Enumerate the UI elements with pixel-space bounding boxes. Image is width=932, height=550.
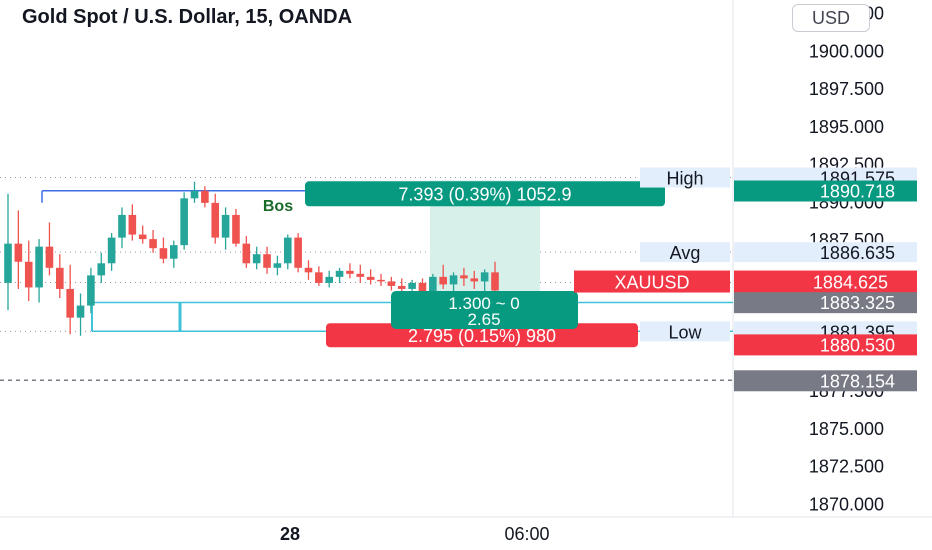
y-tick-label: 1870.000 xyxy=(809,494,884,514)
candle-body xyxy=(263,254,271,268)
chart-title: Gold Spot / U.S. Dollar, 15, OANDA xyxy=(22,6,353,28)
candle-body xyxy=(491,272,499,291)
candle-body xyxy=(346,270,354,274)
candle-body xyxy=(283,237,292,264)
candle-body xyxy=(418,282,427,294)
candle-body xyxy=(76,305,85,318)
price-tag-title: Low xyxy=(668,322,702,342)
target-label: 7.393 (0.39%) 1052.9 xyxy=(398,184,571,204)
price-label-bg xyxy=(734,180,917,202)
candle-body xyxy=(449,275,458,285)
candle-body xyxy=(138,234,147,240)
candle-body xyxy=(149,239,157,249)
x-tick-label: 28 xyxy=(280,524,300,544)
candle-body xyxy=(180,198,188,246)
price-label-bg xyxy=(734,292,917,314)
candle-body xyxy=(24,261,33,288)
candle-body xyxy=(87,275,95,306)
y-tick-label: 1872.500 xyxy=(809,457,884,477)
candle-body xyxy=(159,248,168,259)
candle-body xyxy=(304,267,313,273)
price-label-value: 1880.530 xyxy=(820,335,895,355)
candle-body xyxy=(294,237,302,268)
price-label-value: 1886.635 xyxy=(820,243,895,263)
currency-button[interactable]: USD xyxy=(792,4,870,32)
y-tick-label: 1895.000 xyxy=(809,117,884,137)
rr-label-bg xyxy=(391,290,578,329)
candle-body xyxy=(107,237,116,264)
candle-body xyxy=(118,214,126,238)
y-tick-label: 1900.000 xyxy=(809,41,884,61)
symbol-tag: XAUUSD xyxy=(614,273,689,293)
price-tag-title: Avg xyxy=(670,243,701,263)
candle-body xyxy=(387,281,396,286)
price-tag-bg xyxy=(640,167,730,188)
candle-body xyxy=(439,276,447,285)
candle-body xyxy=(45,246,54,268)
candle-body xyxy=(470,278,479,282)
candle-body xyxy=(4,243,12,283)
price-tag-title: High xyxy=(666,169,703,189)
x-tick-label: 06:00 xyxy=(504,524,549,544)
candle-body xyxy=(480,272,489,282)
candle-body xyxy=(356,273,365,277)
candle-body xyxy=(335,270,344,277)
candle-body xyxy=(221,214,230,238)
candle-body xyxy=(35,246,43,288)
candle-body xyxy=(66,288,74,318)
stop-label-bg xyxy=(326,323,638,348)
candle-body xyxy=(201,190,209,203)
candle-body xyxy=(252,254,261,264)
last-price-value: 1884.625 xyxy=(813,273,888,293)
candle-body xyxy=(242,243,251,264)
candle-body xyxy=(128,214,137,235)
candle-body xyxy=(211,202,220,238)
stop-label: 2.795 (0.15%) 980 xyxy=(408,326,556,346)
candle-body xyxy=(397,285,406,289)
price-label-value: 1890.718 xyxy=(820,181,895,201)
candle-body xyxy=(377,279,385,282)
bos-label: Bos xyxy=(263,198,293,215)
price-label-value: 1878.154 xyxy=(820,371,895,391)
price-tag-bg xyxy=(640,321,730,342)
price-label-bg xyxy=(734,242,917,263)
candle-body xyxy=(460,275,468,279)
candle-body xyxy=(14,243,23,262)
rr-label: 1.300 ~ 0 xyxy=(448,294,519,313)
candle-body xyxy=(273,263,282,268)
candle-body xyxy=(429,276,437,294)
candle-body xyxy=(169,245,178,259)
y-tick-label: 1875.000 xyxy=(809,419,884,439)
price-label-bg xyxy=(734,370,917,392)
target-label-bg xyxy=(305,181,665,207)
symbol-tag-bg xyxy=(574,270,730,293)
rr-label: 2.65 xyxy=(467,310,500,329)
candle-body xyxy=(232,214,240,244)
candle-body xyxy=(190,190,199,199)
price-label-bg xyxy=(734,334,917,356)
candle-body xyxy=(315,272,323,283)
price-tag-bg xyxy=(640,242,730,263)
candle-body xyxy=(325,276,334,283)
candle-body xyxy=(97,263,106,276)
candle-body xyxy=(408,282,416,289)
y-tick-label: 1897.500 xyxy=(809,79,884,99)
candle-body xyxy=(366,276,375,280)
candle-body xyxy=(56,267,64,289)
price-label-value: 1883.325 xyxy=(820,293,895,313)
